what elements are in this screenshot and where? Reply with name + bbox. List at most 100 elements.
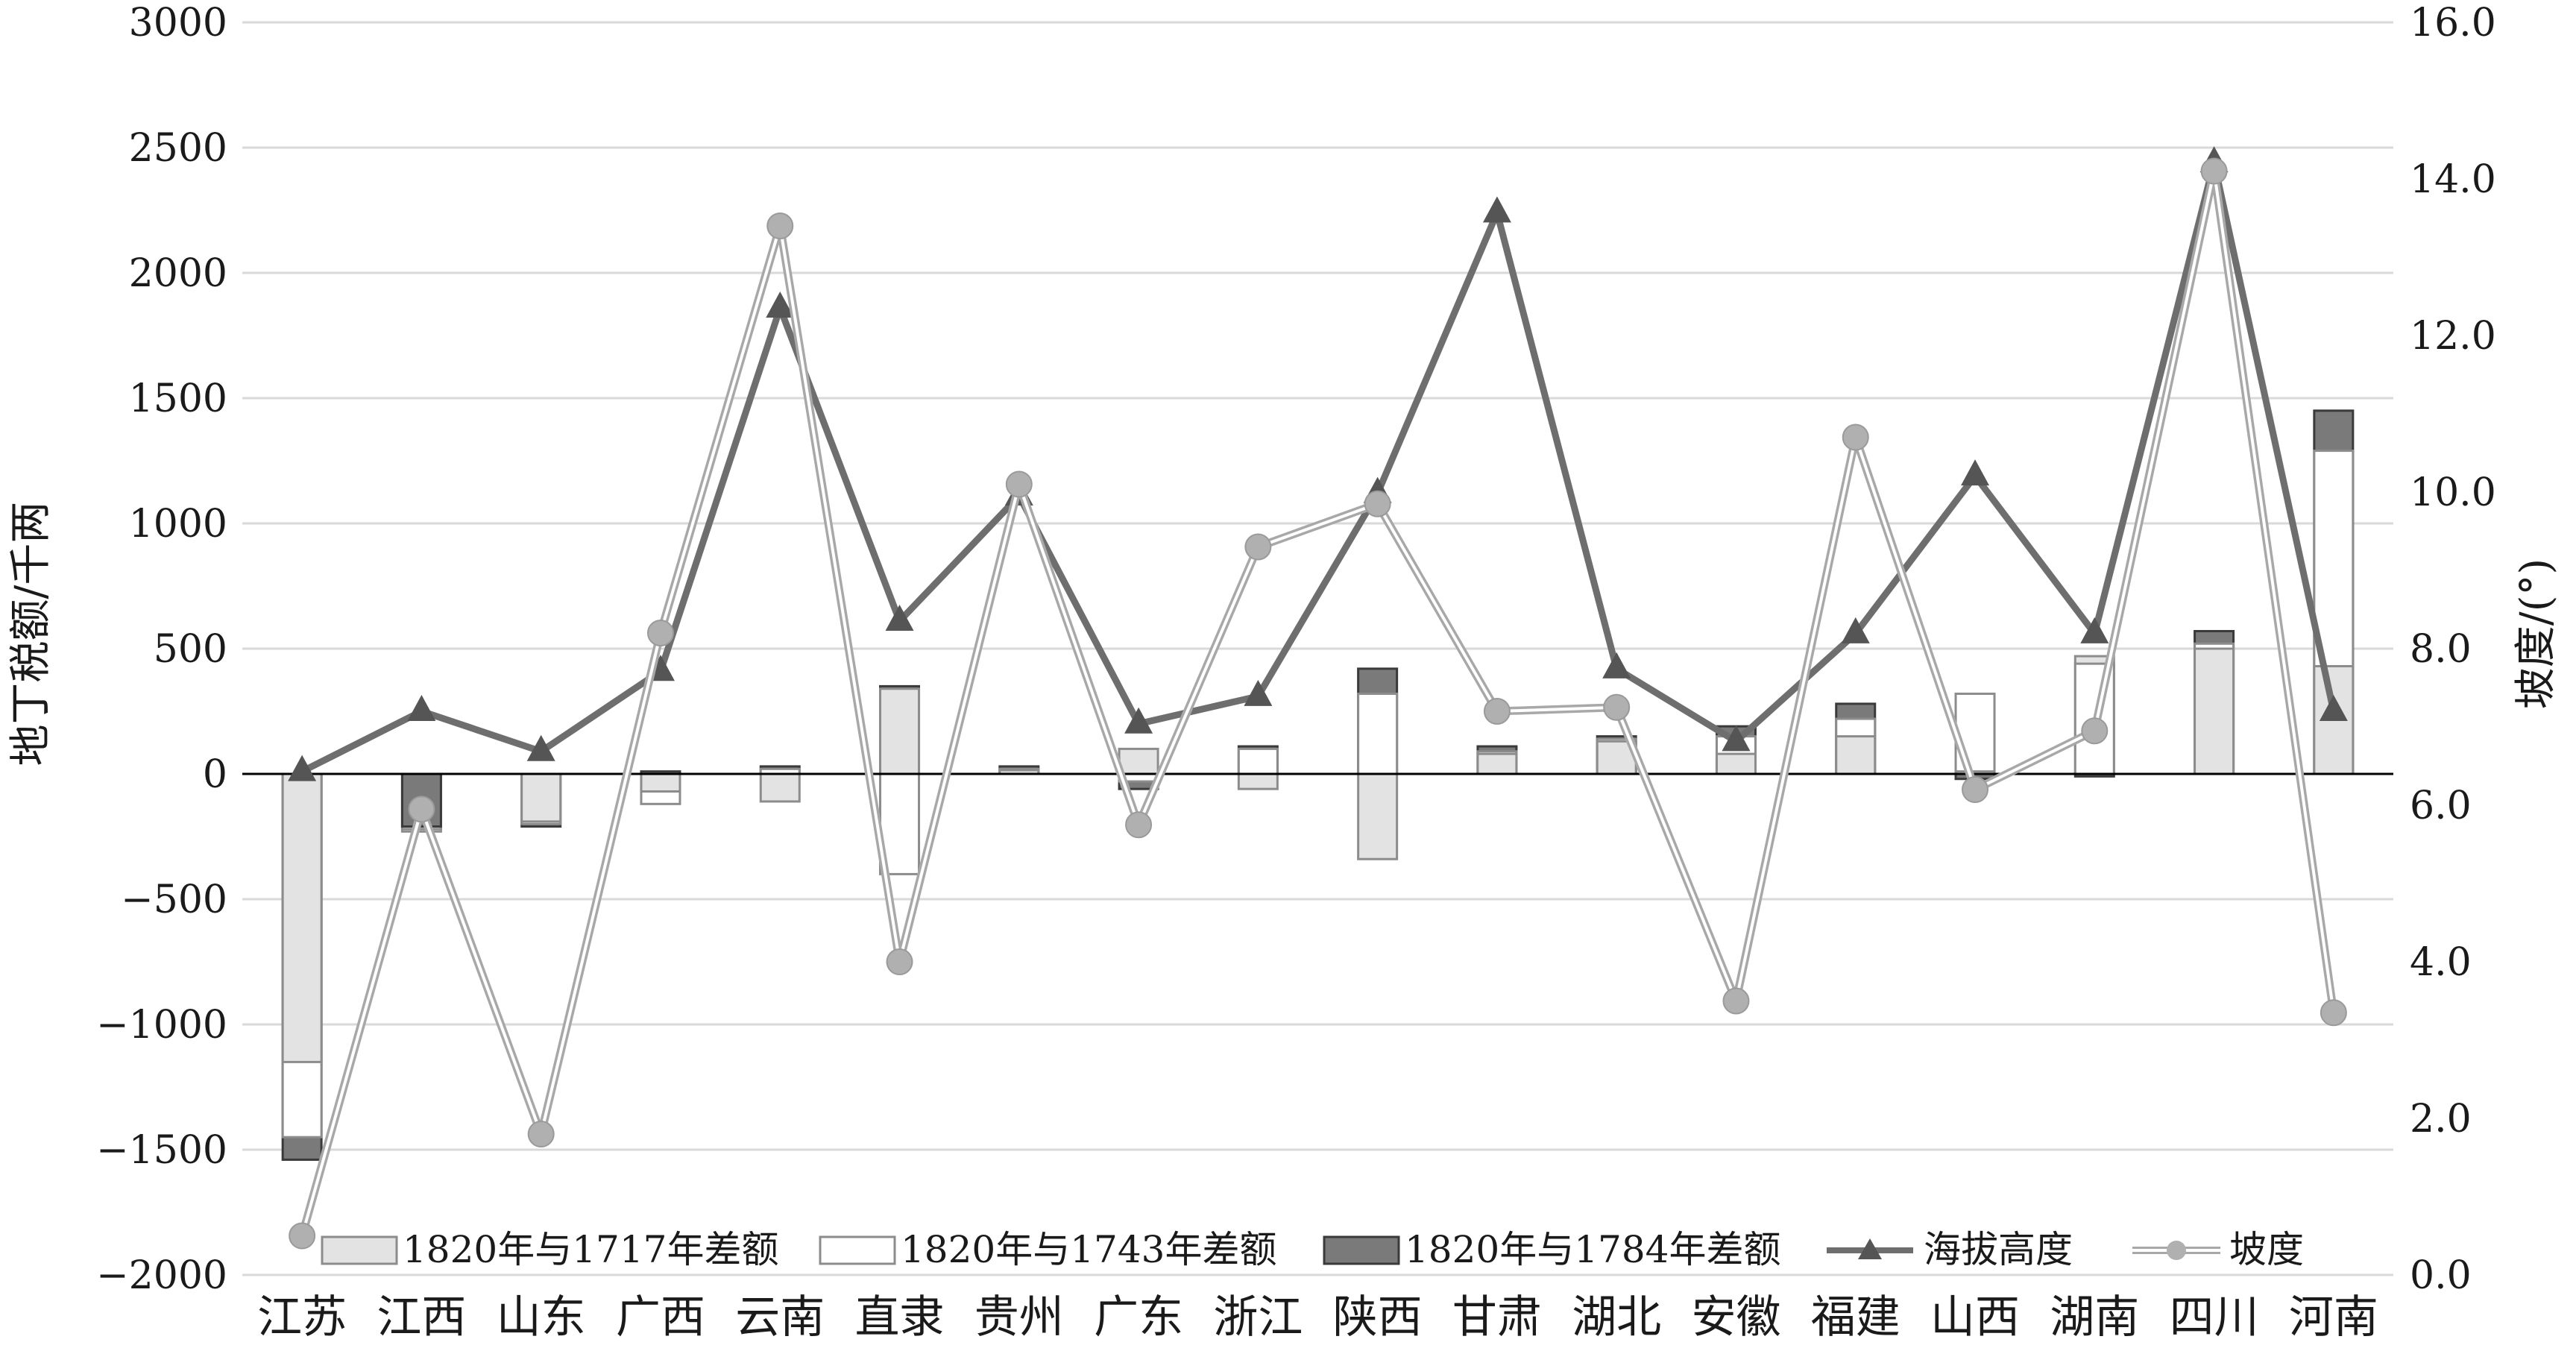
legend-label-elevation: 海拔高度 (1924, 1228, 2073, 1271)
y-left-tick-label: −500 (121, 878, 227, 922)
y-right-axis-title: 坡度/(°) (2512, 558, 2560, 710)
elevation-marker (885, 605, 914, 632)
y-right-tick-label: 12.0 (2410, 314, 2496, 359)
elevation-line (288, 146, 2348, 781)
x-tick-label: 直隶 (855, 1291, 945, 1344)
slope-marker (1722, 987, 1750, 1015)
slope-marker (1962, 776, 1989, 803)
slope-marker (2320, 999, 2347, 1027)
y-right-tick-label: 2.0 (2410, 1097, 2472, 1141)
legend: 1820年与1717年差额 1820年与1743年差额 1820年与1784年差… (321, 1228, 2304, 1271)
left-tick-labels: 3000 2500 2000 1500 1000 500 0 −500 −1000 −1500 −2… (96, 1, 227, 1298)
elevation-marker (1482, 196, 1511, 223)
x-tick-label: 山西 (1930, 1291, 2020, 1344)
y-left-tick-label: 1000 (129, 502, 227, 547)
legend-label-1784: 1820年与1784年差额 (1405, 1228, 1781, 1271)
y-right-tick-label: 4.0 (2410, 940, 2472, 985)
x-tick-label: 广西 (616, 1291, 705, 1344)
bar-1 (281, 772, 323, 1063)
bar-1 (1237, 772, 1279, 790)
slope-marker (766, 212, 794, 239)
y-left-tick-label: 0 (203, 752, 227, 797)
x-tick-label: 山东 (497, 1291, 586, 1344)
legend-swatch-1784 (1323, 1235, 1400, 1265)
elevation-marker (1961, 459, 1990, 486)
y-left-axis-title: 地丁税额/千两 (7, 502, 55, 766)
elevation-marker (526, 734, 555, 761)
right-tick-labels: 16.0 14.0 12.0 10.0 8.0 6.0 4.0 2.0 0.0 (2410, 1, 2496, 1298)
slope-marker (1244, 533, 1272, 561)
y-right-tick-label: 8.0 (2410, 627, 2472, 672)
y-left-tick-label: 1500 (129, 377, 227, 421)
elevation-marker (288, 755, 317, 781)
bar-1 (1357, 772, 1399, 860)
elevation-marker (407, 695, 436, 721)
slope-marker (527, 1121, 555, 1147)
elevation-marker (2319, 695, 2348, 721)
x-tick-label: 贵州 (974, 1291, 1064, 1344)
slope-marker (1364, 490, 1391, 517)
x-tick-labels: 江苏 江西 山东 广西 云南 直隶 贵州 广东 浙江 陕西 甘肃 湖北 安徽 福建 山西 湖南 四川 河南 (257, 1291, 2378, 1344)
y-left-tick-label: 500 (154, 627, 227, 672)
bar-2 (1357, 692, 1399, 775)
y-right-tick-label: 0.0 (2410, 1253, 2472, 1298)
bar-2 (1237, 747, 1279, 775)
bar-1 (520, 772, 562, 823)
legend-label-1743: 1820年与1743年差额 (901, 1228, 1277, 1271)
elevation-marker (766, 292, 795, 318)
bar-1 (1835, 735, 1877, 775)
bar-1 (1715, 752, 1757, 775)
slope-marker (886, 948, 913, 975)
y-left-tick-label: −1500 (96, 1128, 227, 1173)
slope-marker (2200, 157, 2228, 185)
x-tick-label: 甘肃 (1452, 1291, 1542, 1344)
x-tick-label: 云南 (735, 1291, 825, 1344)
y-left-tick-label: −2000 (96, 1253, 227, 1298)
slope-marker (408, 796, 435, 823)
y-left-tick-label: 3000 (129, 1, 227, 45)
legend-label-1717: 1820年与1717年差额 (403, 1228, 779, 1271)
bar-1 (640, 772, 681, 793)
slope-polyline-inner (300, 169, 2335, 1237)
legend-elevation-marker (1858, 1238, 1882, 1259)
grid-lines (242, 21, 2393, 1276)
slope-marker (2081, 717, 2109, 745)
elevation-marker (1841, 617, 1870, 643)
slope-marker (1603, 693, 1631, 721)
y-right-tick-label: 6.0 (2410, 784, 2472, 828)
x-tick-label: 四川 (2170, 1291, 2259, 1344)
y-right-tick-label: 10.0 (2410, 470, 2496, 515)
bar-1 (1118, 747, 1159, 775)
y-left-tick-label: 2000 (129, 251, 227, 296)
x-tick-label: 安徽 (1691, 1291, 1780, 1344)
bar-1 (1476, 752, 1518, 775)
elevation-marker (1602, 652, 1631, 678)
elevation-marker (1722, 725, 1751, 752)
legend-swatch-1743 (819, 1235, 896, 1265)
legend-swatch-1717 (321, 1235, 398, 1265)
y-right-tick-label: 14.0 (2410, 157, 2496, 202)
legend-slope-marker (2167, 1241, 2186, 1260)
slope-marker (646, 620, 674, 646)
x-tick-label: 湖南 (2050, 1291, 2139, 1344)
bar-1 (879, 687, 921, 775)
slope-line (289, 157, 2347, 1250)
slope-marker (1842, 423, 1869, 451)
x-tick-label: 陕西 (1333, 1291, 1423, 1344)
y-right-tick-label: 16.0 (2410, 1, 2496, 45)
x-tick-label: 广东 (1094, 1291, 1183, 1344)
elevation-marker (1244, 679, 1273, 706)
x-tick-label: 江苏 (257, 1291, 347, 1344)
slope-marker (289, 1222, 316, 1250)
y-left-tick-label: 2500 (129, 126, 227, 171)
x-tick-label: 江西 (377, 1291, 466, 1344)
slope-marker (1125, 811, 1153, 839)
legend-label-slope: 坡度 (2229, 1228, 2304, 1271)
bar-1 (2194, 647, 2235, 775)
y-left-tick-label: −1000 (96, 1003, 227, 1048)
bar-2 (879, 772, 921, 875)
x-tick-label: 福建 (1811, 1291, 1900, 1344)
elevation-marker (2080, 617, 2109, 643)
x-tick-label: 浙江 (1213, 1291, 1303, 1344)
